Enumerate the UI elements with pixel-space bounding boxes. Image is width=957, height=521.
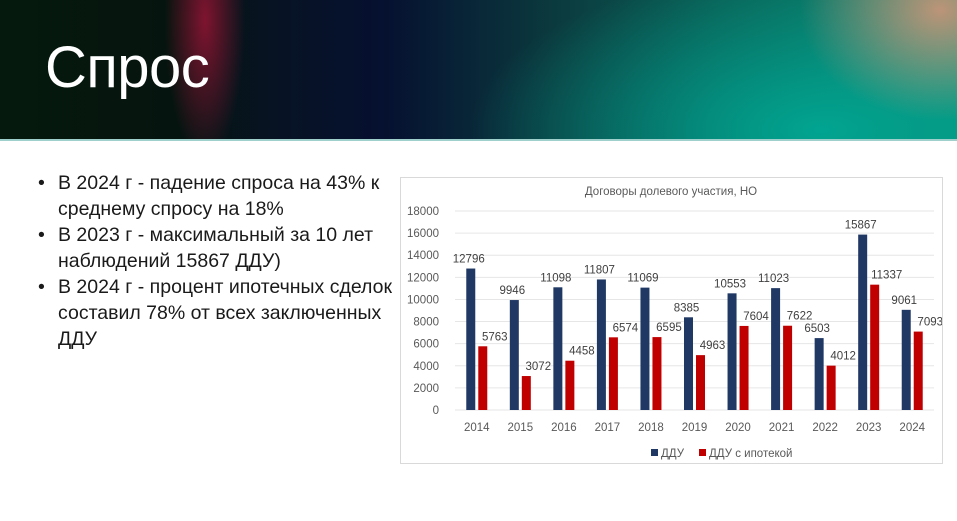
data-label: 3072: [526, 361, 552, 373]
data-label: 6595: [656, 322, 682, 334]
data-label: 4012: [830, 351, 856, 363]
data-label: 9061: [891, 295, 917, 307]
data-label: 12796: [453, 254, 485, 266]
bar-ddu: [727, 293, 737, 410]
x-tick-label: 2022: [812, 422, 838, 434]
data-label: 7604: [743, 311, 769, 323]
data-label: 11807: [584, 264, 615, 276]
data-label: 6574: [613, 322, 639, 334]
x-tick-label: 2019: [682, 422, 708, 434]
bullet-item: • В 2023 г - максимальный за 10 лет наблю…: [38, 222, 403, 274]
bar-ddu: [596, 279, 606, 410]
data-label: 11098: [540, 272, 571, 284]
bullet-dot-icon: •: [38, 224, 45, 246]
bar-ddu-mortgage: [521, 376, 531, 410]
y-tick-label: 18000: [407, 206, 439, 218]
y-tick-label: 12000: [407, 272, 439, 284]
bullet-text: В 2023 г - максимальный за 10 лет наблюд…: [58, 224, 374, 272]
x-tick-label: 2024: [899, 422, 925, 434]
data-label: 4963: [700, 340, 726, 352]
bullet-item: • В 2024 г - падение спроса на 43% к сред…: [38, 170, 403, 222]
x-tick-label: 2023: [856, 422, 882, 434]
x-tick-label: 2018: [638, 422, 664, 434]
bar-ddu-mortgage: [826, 365, 836, 410]
bar-chart: Договоры долевого участия, НО 0 2000 4000 60…: [400, 177, 943, 464]
x-tick-label: 2020: [725, 422, 751, 434]
y-tick-label: 2000: [413, 383, 439, 395]
data-label: 4458: [569, 346, 595, 358]
bar-ddu-mortgage: [739, 325, 749, 410]
x-tick-label: 2021: [769, 422, 795, 434]
bar-ddu-mortgage: [652, 337, 662, 410]
legend-label: ДДУ: [661, 448, 685, 460]
x-tick-label: 2014: [464, 422, 490, 434]
bullet-text: В 2024 г - процент ипотечных сделок сост…: [58, 276, 393, 350]
bar-ddu-mortgage: [696, 355, 705, 410]
bar-ddu-mortgage: [608, 337, 618, 410]
bullet-list: • В 2024 г - падение спроса на 43% к сред…: [38, 170, 403, 352]
bar-ddu: [771, 288, 781, 410]
data-label: 10553: [714, 278, 746, 290]
bullet-dot-icon: •: [38, 276, 45, 298]
bar-ddu: [640, 287, 650, 410]
data-label: 5763: [482, 331, 508, 343]
bullet-dot-icon: •: [38, 172, 45, 194]
bar-ddu-mortgage: [783, 325, 793, 410]
bar-ddu: [553, 287, 563, 410]
bar-ddu: [858, 234, 868, 410]
bar-ddu-mortgage: [913, 331, 923, 410]
y-tick-label: 8000: [413, 317, 439, 329]
legend-label: ДДУ с ипотекой: [709, 448, 792, 460]
bar-ddu: [814, 338, 824, 410]
legend-swatch-icon: [651, 449, 658, 456]
chart-title: Договоры долевого участия, НО: [585, 186, 757, 198]
bar-ddu: [901, 309, 911, 410]
slide-title: Спрос: [45, 35, 210, 100]
header-divider: [0, 139, 957, 141]
data-label: 7093: [917, 317, 942, 329]
bar-ddu-mortgage: [565, 360, 575, 410]
slide-header: [0, 0, 957, 140]
data-label: 7622: [787, 311, 813, 323]
legend-swatch-icon: [699, 449, 706, 456]
bullet-text: В 2024 г - падение спроса на 43% к средн…: [58, 172, 380, 220]
data-label: 11069: [627, 273, 658, 285]
bar-ddu: [466, 268, 476, 410]
data-label: 11023: [758, 273, 789, 285]
data-label: 8385: [674, 302, 700, 314]
y-tick-label: 10000: [407, 294, 439, 306]
bar-ddu: [509, 300, 519, 410]
bar-ddu-mortgage: [870, 284, 880, 410]
data-label: 15867: [845, 220, 877, 232]
y-tick-label: 6000: [413, 339, 439, 351]
bar-ddu: [684, 317, 693, 410]
bar-ddu-mortgage: [478, 346, 488, 410]
x-tick-label: 2017: [595, 422, 621, 434]
y-tick-label: 14000: [407, 250, 439, 262]
data-label: 9946: [500, 285, 526, 297]
x-tick-label: 2015: [508, 422, 534, 434]
data-label: 6503: [804, 323, 830, 335]
y-tick-label: 16000: [407, 228, 439, 240]
x-tick-label: 2016: [551, 422, 577, 434]
bullet-item: • В 2024 г - процент ипотечных сделок сос…: [38, 274, 403, 352]
data-label: 11337: [871, 270, 902, 282]
y-tick-label: 4000: [413, 361, 439, 373]
y-tick-label: 0: [433, 405, 439, 417]
chart-canvas: Договоры долевого участия, НО 0 2000 4000 60…: [407, 186, 942, 460]
